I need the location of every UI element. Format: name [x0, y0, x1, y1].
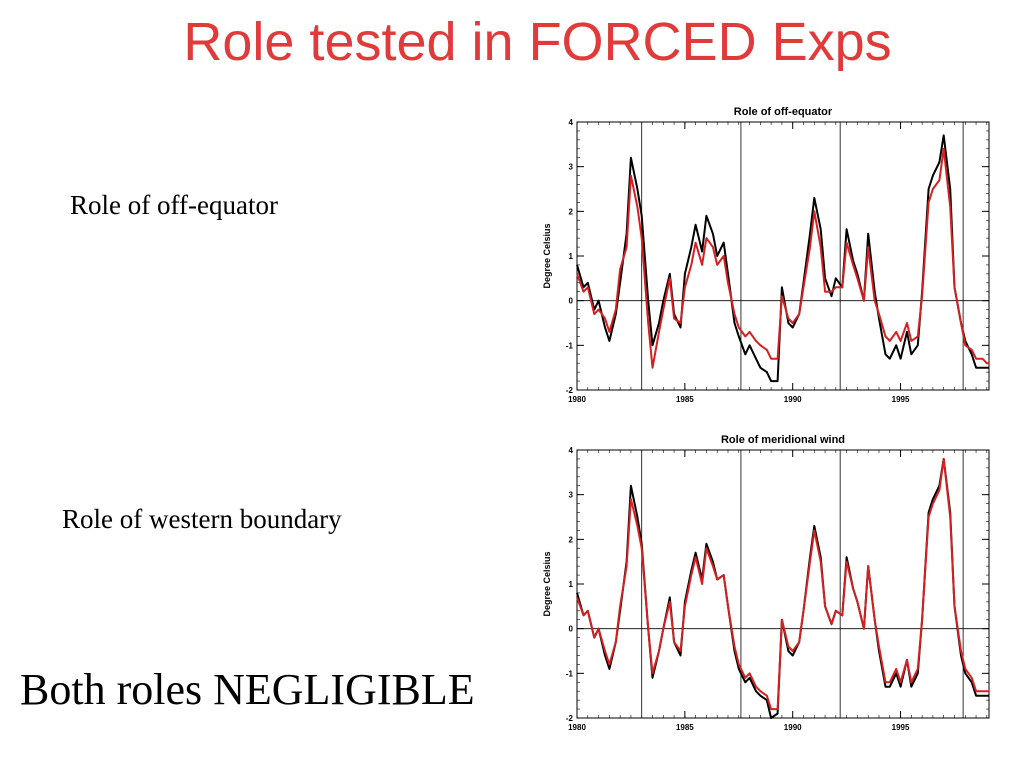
y-tick-label: 4: [569, 118, 574, 127]
series-red-line: [576, 457, 989, 711]
chart-title: Role of meridional wind: [721, 434, 845, 446]
plot-frame: [576, 449, 990, 719]
series-black-line: [576, 134, 989, 383]
series-black-line: [576, 457, 989, 719]
y-tick-label: 0: [569, 297, 574, 306]
y-axis-label: Degree Celsius: [542, 223, 552, 288]
chart-meridional-wind: Role of meridional wind Degree Celsius -2 -…: [542, 434, 990, 732]
y-tick-label: 1: [569, 580, 574, 589]
x-tick-label: 1990: [784, 723, 802, 732]
y-tick-label: -1: [566, 341, 574, 350]
series-red-line: [576, 147, 989, 369]
y-tick-label: -2: [566, 714, 574, 723]
y-axis-label: Degree Celsius: [542, 551, 552, 616]
x-tick-label: 1990: [784, 395, 802, 404]
chart-title: Role of off-equator: [734, 106, 833, 118]
slide-title: Role tested in FORCED Exps: [183, 12, 892, 72]
x-tick-label: 1980: [568, 395, 586, 404]
caption-western-boundary: Role of western boundary: [62, 504, 342, 534]
y-tick-label: 0: [569, 625, 574, 634]
x-tick-label: 1995: [892, 395, 910, 404]
x-tick-label: 1985: [676, 395, 694, 404]
y-tick-label: 1: [569, 252, 574, 261]
y-tick-label: 4: [569, 446, 574, 455]
y-tick-label: -1: [566, 669, 574, 678]
x-tick-label: 1980: [568, 723, 586, 732]
x-tick-label: 1995: [892, 723, 910, 732]
plot-frame: [576, 121, 990, 391]
y-tick-label: 2: [569, 207, 574, 216]
y-tick-label: 2: [569, 535, 574, 544]
x-tick-label: 1985: [676, 723, 694, 732]
caption-off-equator: Role of off-equator: [70, 190, 278, 220]
chart-off-equator: Role of off-equator Degree Celsius -2 -1 0 1 2…: [542, 106, 990, 404]
y-tick-label: -2: [566, 386, 574, 395]
y-tick-label: 3: [569, 491, 574, 500]
y-tick-label: 3: [569, 163, 574, 172]
conclusion-text: Both roles NEGLIGIBLE: [20, 665, 475, 714]
